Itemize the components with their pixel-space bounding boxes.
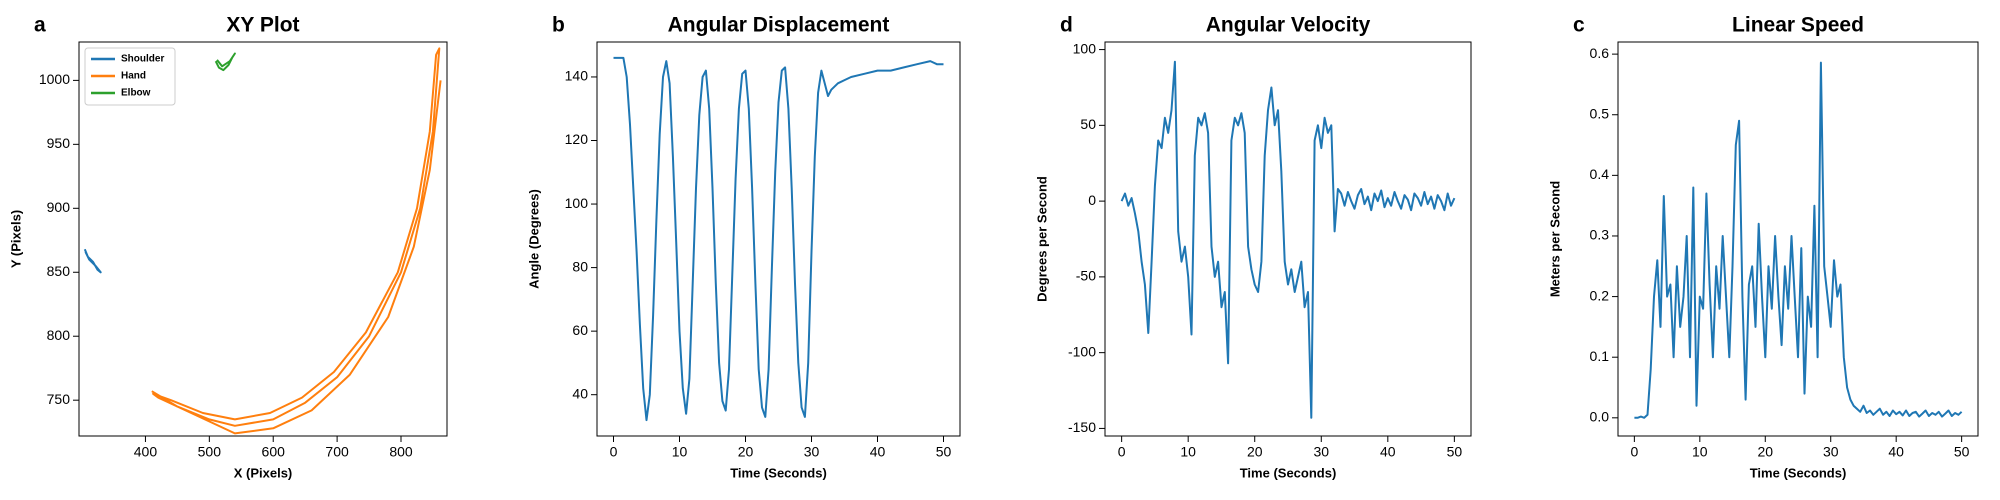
y-tick-label: 850 bbox=[47, 263, 71, 279]
y-tick-label: 0.2 bbox=[1590, 287, 1610, 303]
chart-title: Linear Speed bbox=[1732, 14, 1864, 37]
y-tick-label: -100 bbox=[1068, 343, 1096, 359]
data-line bbox=[151, 47, 442, 435]
y-tick-label: 100 bbox=[565, 195, 589, 211]
y-tick-label: -150 bbox=[1068, 419, 1096, 435]
x-tick-label: 700 bbox=[325, 444, 349, 460]
y-tick-label: 60 bbox=[572, 322, 588, 338]
x-axis-label: X (Pixels) bbox=[234, 465, 293, 480]
x-tick-label: 0 bbox=[610, 444, 618, 460]
data-line bbox=[1120, 60, 1456, 419]
x-tick-label: 20 bbox=[738, 444, 754, 460]
y-tick-label: 50 bbox=[1080, 116, 1096, 132]
x-axis-label: Time (Seconds) bbox=[1750, 465, 1847, 480]
chart-title: XY Plot bbox=[226, 14, 299, 37]
legend-box bbox=[84, 47, 176, 106]
y-tick-label: 900 bbox=[47, 199, 71, 215]
x-tick-label: 30 bbox=[1313, 444, 1329, 460]
x-tick-label: 0 bbox=[1118, 444, 1126, 460]
x-tick-label: 30 bbox=[1823, 444, 1839, 460]
data-line bbox=[1634, 61, 1963, 419]
x-axis-label: Time (Seconds) bbox=[1240, 465, 1337, 480]
data-line bbox=[83, 248, 102, 274]
x-tick-label: 40 bbox=[1888, 444, 1904, 460]
y-tick-label: 1000 bbox=[39, 71, 70, 87]
x-tick-label: 10 bbox=[672, 444, 688, 460]
x-tick-label: 40 bbox=[1380, 444, 1396, 460]
chart-title: Angular Velocity bbox=[1206, 14, 1371, 37]
x-tick-label: 20 bbox=[1757, 444, 1773, 460]
x-tick-label: 500 bbox=[198, 444, 222, 460]
panel-letter: d bbox=[1060, 14, 1073, 37]
legend-label: Hand bbox=[121, 71, 146, 82]
x-axis-label: Time (Seconds) bbox=[730, 465, 827, 480]
y-tick-label: 0.5 bbox=[1590, 105, 1610, 121]
y-tick-label: 40 bbox=[572, 385, 588, 401]
axes-frame bbox=[78, 41, 448, 437]
x-tick-label: 10 bbox=[1180, 444, 1196, 460]
y-tick-label: 0.1 bbox=[1590, 348, 1610, 364]
y-tick-label: 800 bbox=[47, 327, 71, 343]
x-tick-label: 50 bbox=[936, 444, 952, 460]
x-tick-label: 30 bbox=[804, 444, 820, 460]
y-tick-label: -50 bbox=[1076, 268, 1096, 284]
x-tick-label: 20 bbox=[1247, 444, 1263, 460]
axes-frame bbox=[1104, 41, 1472, 437]
y-tick-label: 80 bbox=[572, 258, 588, 274]
y-tick-label: 0.0 bbox=[1590, 409, 1610, 425]
chart-title: Angular Displacement bbox=[668, 14, 890, 37]
panel-letter: b bbox=[552, 14, 565, 37]
panel-letter: a bbox=[34, 14, 46, 37]
legend-label: Shoulder bbox=[121, 54, 164, 65]
x-tick-label: 600 bbox=[262, 444, 286, 460]
x-tick-label: 10 bbox=[1692, 444, 1708, 460]
y-axis-label: Y (Pixels) bbox=[8, 210, 23, 268]
y-axis-label: Meters per Second bbox=[1547, 181, 1562, 297]
panel-letter: c bbox=[1573, 14, 1585, 37]
data-line bbox=[613, 56, 944, 422]
x-tick-label: 50 bbox=[1954, 444, 1970, 460]
y-tick-label: 0.6 bbox=[1590, 45, 1610, 61]
x-tick-label: 50 bbox=[1447, 444, 1463, 460]
x-tick-label: 0 bbox=[1630, 444, 1638, 460]
x-tick-label: 40 bbox=[870, 444, 886, 460]
y-tick-label: 750 bbox=[47, 391, 71, 407]
y-tick-label: 950 bbox=[47, 135, 71, 151]
data-line bbox=[214, 52, 236, 72]
legend-label: Elbow bbox=[121, 88, 151, 99]
y-tick-label: 120 bbox=[565, 131, 589, 147]
y-axis-label: Angle (Degrees) bbox=[526, 189, 541, 289]
y-tick-label: 140 bbox=[565, 68, 589, 84]
x-tick-label: 800 bbox=[389, 444, 413, 460]
y-axis-label: Degrees per Second bbox=[1034, 176, 1049, 302]
y-tick-label: 0 bbox=[1088, 192, 1096, 208]
x-tick-label: 400 bbox=[134, 444, 158, 460]
y-tick-label: 0.4 bbox=[1590, 166, 1610, 182]
y-tick-label: 0.3 bbox=[1590, 227, 1610, 243]
axes-frame bbox=[596, 41, 961, 437]
y-tick-label: 100 bbox=[1073, 40, 1097, 56]
axes-frame bbox=[1617, 41, 1979, 437]
